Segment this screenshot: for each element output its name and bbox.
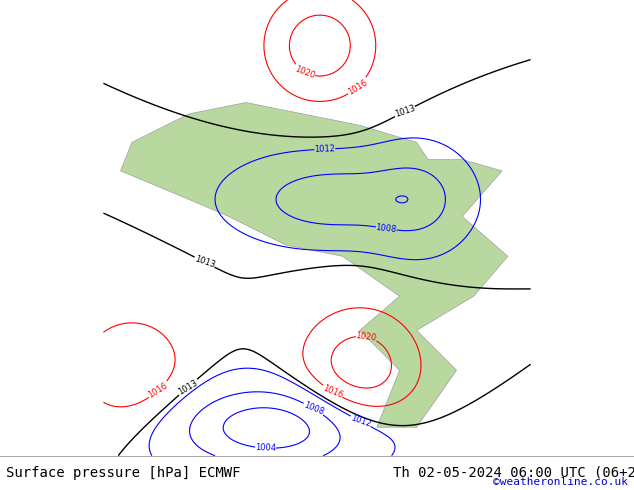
Text: 1012: 1012 <box>314 144 335 154</box>
Text: Surface pressure [hPa] ECMWF: Surface pressure [hPa] ECMWF <box>6 466 241 480</box>
Text: 1004: 1004 <box>255 443 276 453</box>
Text: 1020: 1020 <box>355 331 377 343</box>
Text: 1016: 1016 <box>321 384 344 400</box>
Text: Th 02-05-2024 06:00 UTC (06+24): Th 02-05-2024 06:00 UTC (06+24) <box>393 466 634 480</box>
Text: 1013: 1013 <box>193 254 216 270</box>
Text: 1016: 1016 <box>346 77 369 96</box>
Text: 1008: 1008 <box>302 400 325 417</box>
Text: 1016: 1016 <box>147 381 169 399</box>
Text: 1020: 1020 <box>294 64 316 80</box>
Text: 1008: 1008 <box>375 223 398 234</box>
Text: 1012: 1012 <box>349 414 372 429</box>
Polygon shape <box>120 102 508 427</box>
Text: ©weatheronline.co.uk: ©weatheronline.co.uk <box>493 477 628 487</box>
Text: 1013: 1013 <box>394 104 417 119</box>
Text: 1013: 1013 <box>177 378 200 396</box>
